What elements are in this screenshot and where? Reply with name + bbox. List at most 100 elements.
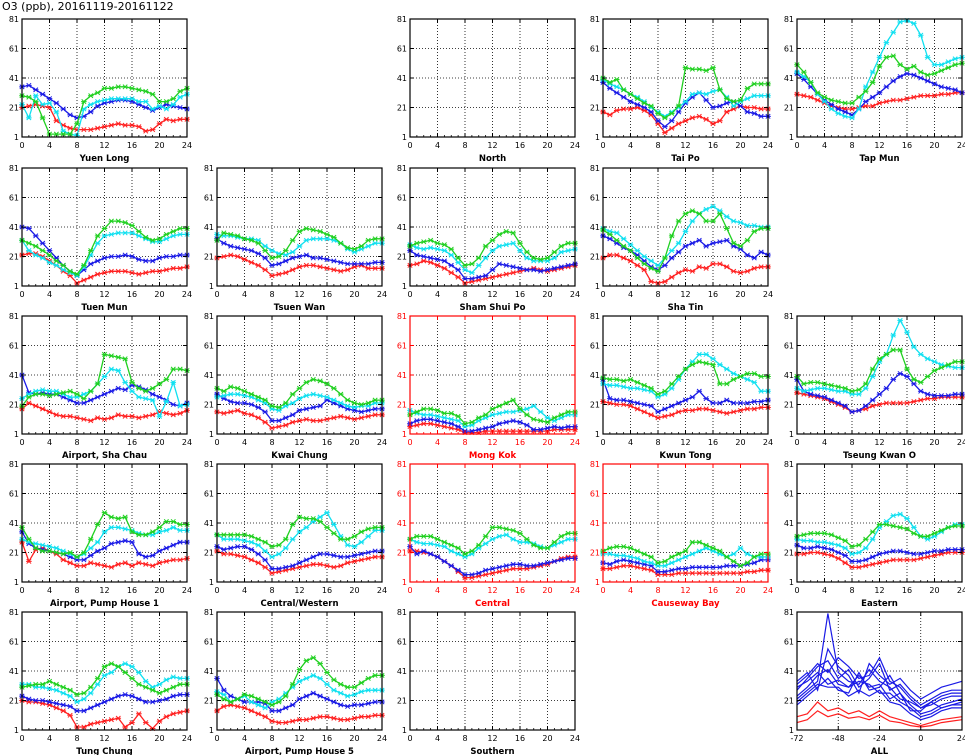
data-point-blue <box>365 407 372 413</box>
data-point-red <box>94 415 101 421</box>
data-point-blue <box>101 391 108 397</box>
data-point-green <box>101 225 108 232</box>
data-point-red <box>269 570 275 576</box>
data-point-green <box>835 384 842 390</box>
data-point-red <box>365 413 372 419</box>
data-point-blue <box>248 248 255 254</box>
data-point-blue <box>39 91 46 97</box>
data-point-cyan <box>710 88 716 94</box>
data-point-red <box>876 560 883 566</box>
data-point-green <box>269 544 275 550</box>
data-point-cyan <box>177 403 183 409</box>
data-point-blue <box>365 700 372 707</box>
data-point-blue <box>634 560 641 566</box>
data-point-green <box>551 249 558 255</box>
x-tick-label: 12 <box>874 438 884 447</box>
y-tick-label: 61 <box>590 490 600 499</box>
x-tick-label: 24 <box>182 290 192 299</box>
data-point-green <box>530 255 537 261</box>
data-point-green <box>462 551 468 557</box>
data-point-blue <box>876 391 883 397</box>
data-point-blue <box>662 124 668 130</box>
y-tick-label: 81 <box>590 164 600 173</box>
data-point-blue <box>751 398 758 405</box>
data-point-blue <box>296 253 303 260</box>
data-point-red <box>337 563 344 569</box>
data-point-green <box>276 253 282 260</box>
data-point-cyan <box>87 690 94 696</box>
data-point-blue <box>303 406 310 412</box>
data-point-red <box>503 271 510 277</box>
x-tick-label: 0 <box>600 438 605 447</box>
data-point-green <box>26 94 32 100</box>
data-point-green <box>414 533 420 539</box>
data-point-red <box>883 558 890 564</box>
x-tick-label: 16 <box>515 734 525 743</box>
data-point-green <box>869 366 876 372</box>
data-point-blue <box>94 103 101 109</box>
data-point-red <box>627 106 634 112</box>
data-point-blue <box>689 240 696 246</box>
data-point-cyan <box>255 702 262 708</box>
station-title: Tung Chung <box>76 747 133 755</box>
data-point-red <box>101 416 108 422</box>
data-point-red <box>904 400 910 406</box>
y-tick-label: 81 <box>397 608 407 617</box>
y-tick-label: 1 <box>595 133 600 142</box>
data-point-red <box>496 428 503 434</box>
data-point-blue <box>648 109 654 115</box>
data-point-cyan <box>122 96 128 102</box>
data-point-cyan <box>324 236 330 242</box>
data-point-cyan <box>744 376 751 382</box>
data-point-blue <box>163 696 170 702</box>
data-point-red <box>751 569 758 575</box>
data-point-blue <box>648 403 654 409</box>
data-point-blue <box>668 403 675 409</box>
data-point-red <box>163 558 170 564</box>
x-tick-label: 16 <box>902 141 912 150</box>
data-point-green <box>634 255 641 261</box>
x-tick-label: 4 <box>47 141 52 150</box>
x-tick-label: 12 <box>487 290 497 299</box>
data-point-red <box>324 265 330 271</box>
data-point-blue <box>931 548 938 554</box>
x-tick-label: 0 <box>407 734 412 743</box>
data-point-red <box>835 555 842 561</box>
data-point-cyan <box>427 245 434 251</box>
data-point-cyan <box>303 675 310 681</box>
data-point-green <box>60 684 67 690</box>
data-point-red <box>331 715 337 721</box>
x-tick-label: 4 <box>628 438 633 447</box>
data-point-red <box>710 121 716 127</box>
data-point-cyan <box>648 560 654 566</box>
data-point-red <box>331 267 337 273</box>
data-point-green <box>39 548 46 554</box>
x-tick-label: 12 <box>487 438 497 447</box>
data-point-green <box>94 233 101 239</box>
data-point-green <box>234 696 241 702</box>
data-point-red <box>627 563 634 569</box>
data-point-cyan <box>221 536 227 542</box>
data-point-blue <box>482 273 489 279</box>
data-point-red <box>689 268 696 274</box>
data-point-green <box>344 397 351 403</box>
x-tick-label: 24 <box>377 586 387 595</box>
data-point-blue <box>101 699 108 705</box>
station-title: Southern <box>470 747 514 755</box>
data-point-cyan <box>862 545 869 551</box>
data-point-red <box>46 104 53 111</box>
data-point-green <box>331 677 337 683</box>
data-point-cyan <box>835 542 842 548</box>
data-point-cyan <box>234 536 241 542</box>
data-point-blue <box>524 563 530 569</box>
data-point-green <box>296 228 303 234</box>
data-point-green <box>565 409 571 415</box>
data-point-green <box>269 255 275 261</box>
data-point-red <box>414 422 420 428</box>
data-point-cyan <box>317 675 323 681</box>
y-tick-label: 81 <box>590 312 600 321</box>
data-point-cyan <box>441 248 448 254</box>
data-point-green <box>60 551 67 557</box>
